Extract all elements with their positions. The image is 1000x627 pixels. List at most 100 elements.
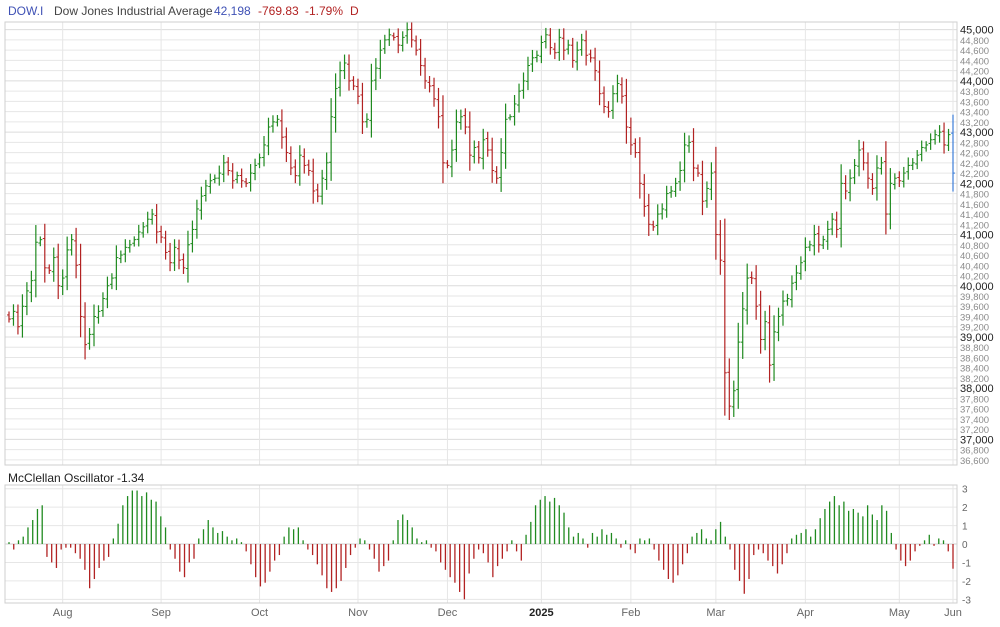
price-bar [633, 138, 638, 158]
price-bar [776, 307, 781, 342]
price-bar [96, 305, 101, 324]
price-tick-label: 36,800 [960, 446, 989, 457]
price-bar [355, 78, 360, 105]
price-tick-label: 40,000 [960, 281, 994, 293]
price-bar [262, 136, 267, 167]
price-bar [919, 140, 924, 162]
price-tick-label: 39,400 [960, 312, 989, 323]
price-panel-frame [4, 21, 958, 466]
price-bar [445, 160, 450, 169]
period-label[interactable]: D [350, 4, 359, 18]
price-bar [834, 211, 839, 238]
price-bar [503, 103, 508, 169]
price-bar [56, 243, 61, 300]
price-bar [593, 47, 598, 81]
symbol-label[interactable]: DOW.I [8, 4, 43, 18]
price-tick-label: 40,400 [960, 261, 989, 272]
price-bar [440, 95, 445, 184]
price-bar [481, 128, 486, 170]
x-tick-label: 2025 [529, 607, 553, 619]
price-tick-label: 39,200 [960, 323, 989, 334]
price-bar [190, 220, 195, 253]
price-bar [405, 21, 410, 44]
price-bar [722, 218, 727, 416]
price-tick-label: 42,200 [960, 169, 989, 180]
price-bar [83, 302, 88, 360]
price-bar [476, 141, 481, 164]
price-bar [92, 304, 97, 347]
price-bar [221, 154, 226, 183]
price-bar [812, 224, 817, 256]
x-tick-label: Jun [944, 607, 962, 619]
oscillator-tick-label: 3 [962, 485, 968, 496]
price-bar [557, 28, 562, 61]
price-bar [664, 185, 669, 218]
price-tick-label: 40,200 [960, 272, 989, 283]
price-tick-label: 39,800 [960, 292, 989, 303]
price-tick-label: 43,800 [960, 87, 989, 98]
price-bar [302, 148, 307, 174]
price-bar [396, 28, 401, 54]
price-bar [293, 159, 298, 184]
price-bar [660, 203, 665, 220]
price-bar [575, 41, 580, 71]
price-bar [579, 33, 584, 56]
price-bar [736, 322, 741, 409]
price-bar [458, 109, 463, 130]
price-bar [329, 98, 334, 181]
price-bar [803, 237, 808, 272]
price-bar [159, 225, 164, 243]
price-bar [597, 60, 602, 106]
price-bar [217, 165, 222, 186]
price-bar [324, 152, 329, 190]
price-bar [825, 220, 830, 250]
price-bar [543, 27, 548, 49]
price-bar [655, 204, 660, 236]
price-tick-label: 41,200 [960, 220, 989, 231]
x-tick-label: Sep [151, 607, 171, 619]
price-bar [373, 58, 378, 91]
price-tick-label: 37,400 [960, 415, 989, 426]
price-bar [150, 208, 155, 225]
price-bar [700, 160, 705, 216]
price-tick-label: 44,800 [960, 36, 989, 47]
price-bar [69, 234, 74, 256]
price-bar [785, 293, 790, 306]
price-bar [910, 158, 915, 171]
price-tick-label: 43,400 [960, 108, 989, 119]
price-bar [691, 128, 696, 182]
price-bar [360, 82, 365, 134]
price-grid [5, 22, 957, 465]
price-bar [879, 156, 884, 175]
price-bar [499, 138, 504, 192]
price-bar [199, 186, 204, 220]
price-tick-label: 37,200 [960, 425, 989, 436]
index-name: Dow Jones Industrial Average [54, 4, 213, 18]
price-bar [892, 173, 897, 190]
price-bar [145, 211, 150, 234]
price-bar [946, 128, 951, 152]
price-bar [208, 173, 213, 194]
price-bar [628, 117, 633, 155]
oscillator-tick-label: -3 [962, 595, 971, 606]
price-bar [687, 135, 692, 153]
price-bar [33, 225, 38, 298]
price-bar [951, 114, 955, 192]
price-bar [338, 61, 343, 97]
price-bar [168, 242, 173, 272]
price-bar [731, 380, 736, 417]
price-bar [619, 77, 624, 104]
price-bar [530, 49, 535, 72]
price-bar [7, 311, 11, 323]
price-bar [539, 35, 544, 64]
price-tick-label: 37,600 [960, 405, 989, 416]
price-bars [7, 21, 955, 420]
price-tick-label: 38,200 [960, 374, 989, 385]
price-bar [230, 163, 235, 189]
price-bar [508, 114, 513, 121]
price-bar [42, 223, 47, 283]
price-bar [29, 270, 34, 303]
price-bar [839, 164, 844, 248]
price-bar [226, 157, 231, 176]
